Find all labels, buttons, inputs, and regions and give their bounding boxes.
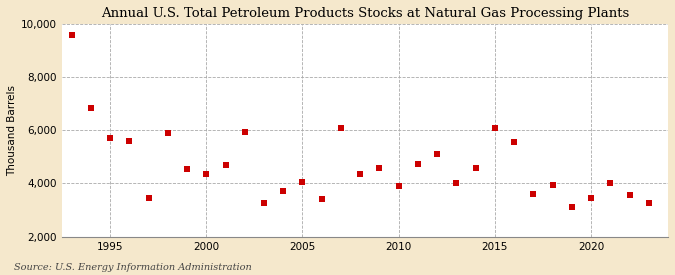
Point (297, 180, 308, 184)
Point (547, 183, 558, 187)
Point (86, 106, 97, 110)
Point (182, 167, 192, 171)
Point (220, 163, 231, 167)
Point (470, 165, 481, 170)
Point (355, 172, 366, 176)
Point (143, 196, 154, 200)
Point (605, 181, 616, 186)
Title: Annual U.S. Total Petroleum Products Stocks at Natural Gas Processing Plants: Annual U.S. Total Petroleum Products Sto… (101, 7, 629, 20)
Point (643, 201, 654, 206)
Point (489, 125, 500, 130)
Point (509, 140, 520, 144)
Point (412, 161, 423, 166)
Point (528, 192, 539, 196)
Point (317, 197, 327, 202)
Point (240, 130, 250, 134)
Point (105, 136, 115, 141)
Point (66, 32, 77, 37)
Point (201, 172, 212, 176)
Point (432, 152, 443, 156)
Point (374, 165, 385, 170)
Point (163, 131, 173, 135)
Point (394, 184, 404, 188)
Point (335, 125, 346, 130)
Text: Source: U.S. Energy Information Administration: Source: U.S. Energy Information Administ… (14, 263, 251, 272)
Point (586, 196, 597, 200)
Point (259, 201, 269, 206)
Point (124, 139, 135, 143)
Point (624, 193, 635, 198)
Point (278, 189, 289, 194)
Point (451, 181, 462, 186)
Point (566, 205, 577, 210)
Y-axis label: Thousand Barrels: Thousand Barrels (7, 85, 17, 176)
